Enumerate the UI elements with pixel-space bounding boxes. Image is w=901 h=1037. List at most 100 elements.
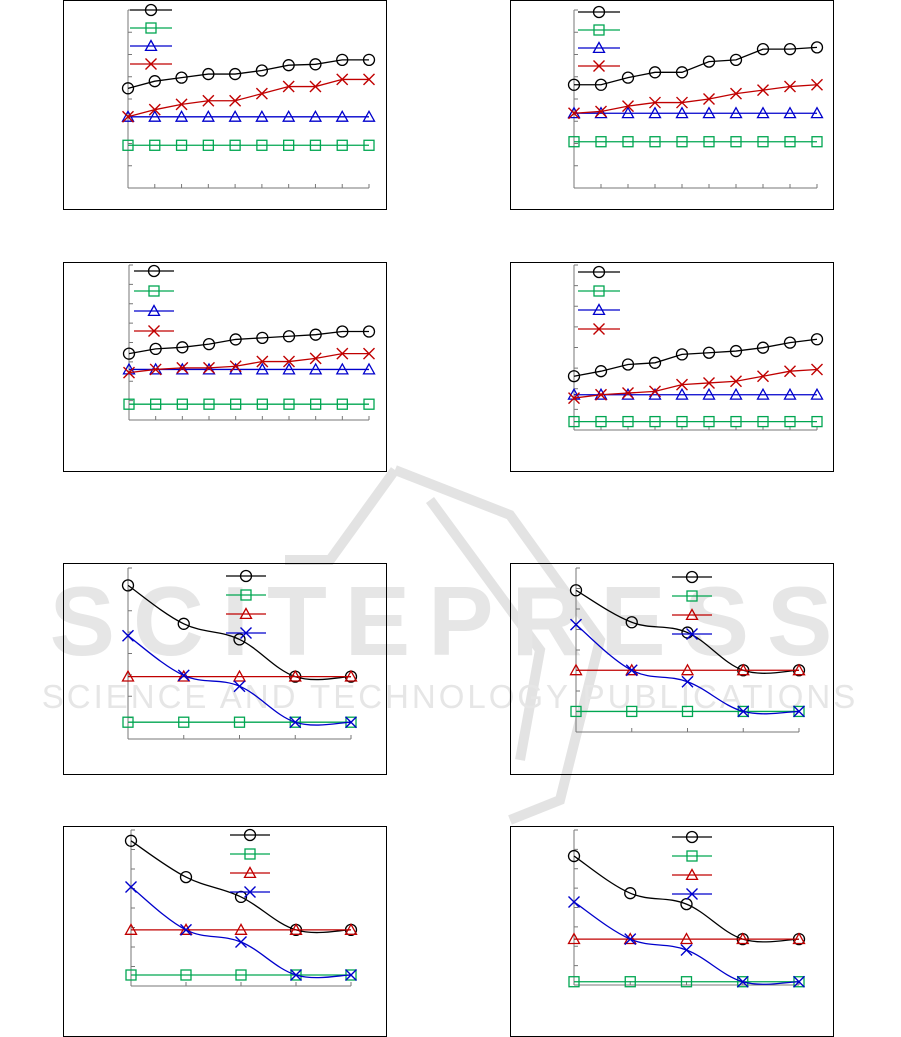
data-point-triangle xyxy=(255,362,269,375)
data-point-x xyxy=(363,347,375,360)
data-point-x xyxy=(793,705,805,718)
legend-marker-triangle xyxy=(592,303,606,316)
series-square xyxy=(568,415,823,428)
data-point-circle xyxy=(621,71,635,84)
legend-marker-circle xyxy=(592,5,606,19)
data-point-x xyxy=(737,705,750,718)
data-point-square xyxy=(180,969,192,981)
data-point-circle xyxy=(567,78,581,91)
data-point-square xyxy=(737,976,749,988)
series-x xyxy=(122,73,375,123)
data-point-x xyxy=(681,675,694,688)
data-point-x xyxy=(595,388,607,401)
data-point-square xyxy=(784,136,796,148)
data-point-x xyxy=(811,78,823,91)
data-point-square xyxy=(125,969,137,981)
legend-marker-triangle xyxy=(243,866,257,879)
data-point-triangle xyxy=(792,932,806,945)
data-point-square xyxy=(150,398,162,410)
data-point-circle xyxy=(810,41,824,54)
data-point-triangle xyxy=(756,387,770,400)
data-point-circle xyxy=(309,58,322,71)
data-point-triangle xyxy=(783,106,797,119)
series-line-x xyxy=(128,352,369,374)
data-point-circle xyxy=(122,347,136,360)
data-point-x xyxy=(203,361,215,374)
data-point-square xyxy=(202,139,214,151)
data-point-x xyxy=(703,93,715,105)
chart-frame xyxy=(63,0,387,210)
data-point-x xyxy=(784,365,796,378)
chart-frame xyxy=(510,563,834,775)
legend-marker-x xyxy=(145,58,157,70)
data-point-x xyxy=(568,107,580,120)
data-point-triangle xyxy=(175,362,189,375)
data-point-circle xyxy=(675,66,689,79)
series-square xyxy=(122,716,357,728)
data-point-triangle xyxy=(174,109,189,122)
watermark-logo xyxy=(285,465,606,825)
data-point-square xyxy=(681,705,694,718)
series-x xyxy=(570,618,805,718)
data-point-x xyxy=(148,103,161,116)
charts xyxy=(63,0,834,1037)
data-point-x xyxy=(202,94,215,107)
data-point-x xyxy=(336,347,349,360)
data-point-circle xyxy=(228,67,242,81)
data-point-circle xyxy=(648,356,662,369)
data-point-triangle xyxy=(148,109,162,122)
data-point-square xyxy=(363,398,375,410)
data-point-square xyxy=(757,415,769,428)
data-point-x xyxy=(309,80,322,93)
data-point-circle xyxy=(124,834,138,847)
chart-7 xyxy=(63,826,387,1037)
data-point-square xyxy=(122,139,134,151)
data-point-square xyxy=(363,139,375,151)
data-point-square xyxy=(290,969,302,981)
data-point-circle xyxy=(624,887,637,900)
legend xyxy=(578,265,620,335)
legend xyxy=(672,570,712,640)
series-circle xyxy=(124,834,358,937)
data-point-x xyxy=(122,110,134,123)
data-point-circle xyxy=(729,344,743,358)
data-point-circle xyxy=(567,849,581,863)
data-point-triangle xyxy=(569,663,583,676)
data-point-triangle xyxy=(282,109,296,122)
data-point-square xyxy=(649,415,661,428)
data-point-circle xyxy=(176,341,189,354)
data-point-triangle xyxy=(362,109,376,122)
data-point-square xyxy=(757,136,769,148)
data-point-x xyxy=(649,96,661,109)
legend-marker-square xyxy=(593,24,605,36)
data-point-triangle xyxy=(202,362,216,375)
data-point-square xyxy=(730,415,742,428)
series-circle xyxy=(567,41,824,91)
data-point-triangle xyxy=(729,387,743,400)
data-point-x xyxy=(229,94,242,107)
data-point-triangle xyxy=(702,106,716,119)
data-point-x xyxy=(345,969,357,981)
series-line-circle xyxy=(575,589,800,674)
data-point-circle xyxy=(309,328,322,341)
legend-marker-circle xyxy=(592,265,606,279)
data-point-square xyxy=(737,705,749,718)
data-point-x xyxy=(784,80,796,93)
chart-8 xyxy=(510,826,834,1037)
series-circle xyxy=(121,53,376,95)
legend-marker-x xyxy=(148,325,160,337)
data-point-circle xyxy=(149,342,162,356)
data-point-triangle xyxy=(335,109,349,122)
data-point-x xyxy=(625,664,638,677)
data-point-triangle xyxy=(179,923,193,935)
data-point-triangle xyxy=(736,932,750,945)
legend-marker-circle xyxy=(144,3,158,17)
data-point-square xyxy=(811,415,823,428)
data-point-circle xyxy=(756,341,770,354)
data-point-square xyxy=(676,415,688,428)
data-point-triangle xyxy=(567,932,581,945)
data-point-x xyxy=(123,366,135,379)
data-point-x xyxy=(811,363,823,376)
legend-marker-circle xyxy=(685,570,699,584)
data-point-square xyxy=(595,136,607,148)
